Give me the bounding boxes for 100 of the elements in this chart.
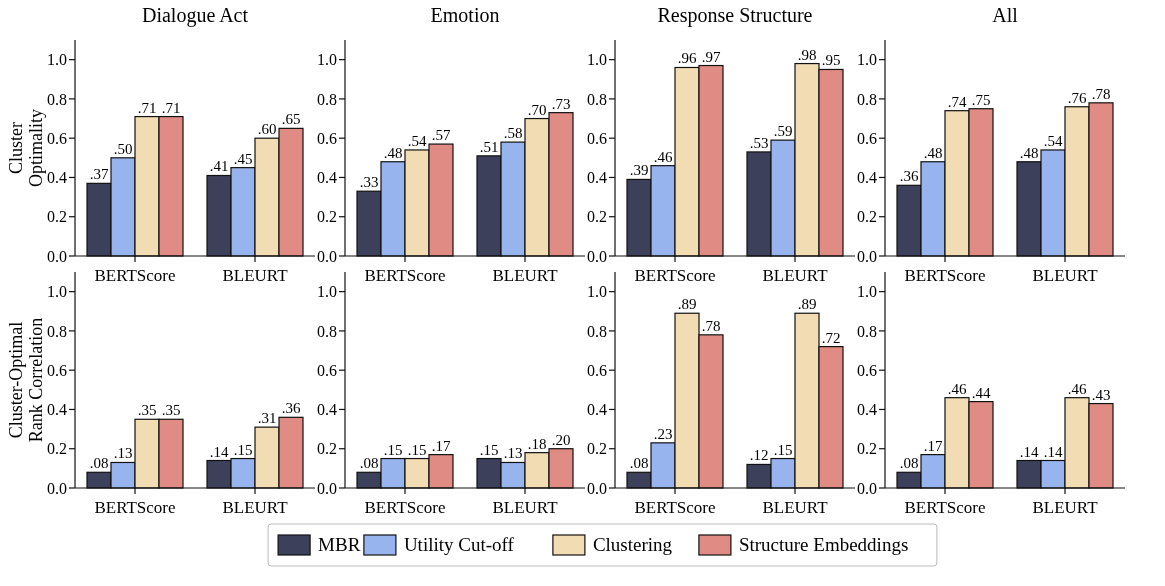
data-label: .57 [431, 127, 451, 144]
data-label: .13 [503, 445, 523, 462]
x-tick-label: BLEURT [492, 498, 559, 517]
data-label: .46 [1067, 380, 1087, 397]
y-tick-label: 0.4 [47, 401, 67, 419]
data-label: .78 [1091, 85, 1111, 102]
y-tick-label: 0.8 [857, 90, 877, 108]
data-label: .76 [1067, 89, 1087, 106]
y-tick-label: 0.2 [587, 208, 607, 226]
x-tick-label: BERTScore [94, 266, 176, 285]
data-label: .15 [479, 441, 499, 458]
y-tick-label: 0.2 [317, 440, 337, 458]
data-label: .14 [209, 443, 229, 460]
data-label: .71 [161, 99, 181, 116]
data-label: .41 [209, 158, 229, 175]
data-label: .35 [161, 402, 181, 419]
y-tick-label: 0.0 [857, 479, 877, 497]
y-tick-label: 0.6 [47, 129, 67, 147]
data-label: .54 [407, 132, 427, 149]
data-label: .95 [821, 52, 841, 69]
y-tick-label: 0.8 [317, 322, 337, 340]
y-tick-label: 1.0 [317, 51, 337, 69]
y-tick-label: 1.0 [47, 51, 67, 69]
data-label: .15 [383, 441, 403, 458]
data-label: .39 [629, 162, 649, 179]
data-label: .89 [677, 296, 697, 313]
y-tick-label: 0.4 [317, 169, 337, 187]
y-tick-label: 0.6 [587, 129, 607, 147]
data-label: .53 [749, 134, 769, 151]
data-label: .15 [773, 441, 793, 458]
y-tick-label: 0.0 [587, 479, 607, 497]
y-tick-label: 0.2 [857, 440, 877, 458]
x-tick-label: BLEURT [222, 266, 289, 285]
data-label: .15 [233, 441, 253, 458]
data-label: .43 [1091, 386, 1111, 403]
x-tick-label: BLEURT [492, 266, 559, 285]
data-label: .59 [773, 123, 793, 140]
chart-title: Emotion [430, 4, 500, 26]
data-label: .14 [1043, 443, 1063, 460]
x-tick-label: BERTScore [364, 498, 446, 517]
y-tick-label: 0.0 [587, 247, 607, 265]
y-tick-label: 1.0 [317, 283, 337, 301]
legend-label: Utility Cut-off [403, 534, 515, 555]
legend-label: MBR [318, 534, 361, 555]
data-label: .45 [233, 150, 253, 167]
data-label: .97 [701, 48, 721, 65]
chart-title: Dialogue Act [141, 4, 249, 27]
x-tick-label: BERTScore [904, 498, 986, 517]
x-tick-label: BERTScore [94, 498, 176, 517]
y-tick-label: 0.0 [47, 247, 67, 265]
y-tick-label: 0.6 [317, 129, 337, 147]
x-tick-label: BLEURT [762, 266, 829, 285]
data-label: .98 [797, 46, 817, 63]
data-label: .13 [113, 445, 133, 462]
y-tick-label: 0.2 [857, 208, 877, 226]
data-label: .23 [653, 425, 673, 442]
x-tick-label: BERTScore [634, 498, 716, 517]
y-tick-label: 0.2 [587, 440, 607, 458]
y-tick-label: 1.0 [857, 283, 877, 301]
data-label: .08 [899, 455, 919, 472]
data-label: .37 [89, 166, 109, 183]
data-label: .18 [527, 435, 547, 452]
data-label: .50 [113, 140, 133, 157]
y-tick-label: 0.4 [47, 169, 67, 187]
legend-label: Structure Embeddings [738, 534, 909, 555]
data-label: .89 [797, 296, 817, 313]
data-label: .20 [551, 431, 571, 448]
x-tick-label: BLEURT [1032, 498, 1099, 517]
data-label: .65 [281, 111, 301, 128]
data-label: .70 [527, 101, 547, 118]
x-tick-label: BERTScore [904, 266, 986, 285]
data-label: .14 [1019, 443, 1039, 460]
y-axis-title: Cluster-Optimal Rank Correlation [6, 317, 46, 443]
x-tick-label: BERTScore [364, 266, 446, 285]
data-label: .75 [971, 91, 991, 108]
data-label: .73 [551, 95, 571, 112]
data-label: .08 [89, 455, 109, 472]
data-label: .08 [629, 455, 649, 472]
data-label: .46 [947, 380, 967, 397]
chart-title: Response Structure [657, 4, 813, 27]
y-tick-label: 0.0 [47, 479, 67, 497]
y-tick-label: 0.6 [857, 129, 877, 147]
data-label: .08 [359, 455, 379, 472]
y-tick-label: 0.4 [857, 169, 877, 187]
data-label: .48 [1019, 144, 1039, 161]
data-label: .15 [407, 441, 427, 458]
legend-label: Clustering [592, 534, 673, 555]
data-label: .36 [899, 168, 919, 185]
data-label: .17 [923, 437, 943, 454]
data-label: .36 [281, 400, 301, 417]
x-tick-label: BLEURT [762, 498, 829, 517]
chart-title: All [992, 4, 1019, 26]
y-tick-label: 0.4 [857, 401, 877, 419]
y-tick-label: 0.8 [857, 322, 877, 340]
y-tick-label: 0.6 [857, 361, 877, 379]
data-label: .48 [383, 144, 403, 161]
y-tick-label: 0.2 [47, 440, 67, 458]
y-tick-label: 0.0 [317, 479, 337, 497]
y-tick-label: 0.6 [47, 361, 67, 379]
x-tick-label: BLEURT [222, 498, 289, 517]
